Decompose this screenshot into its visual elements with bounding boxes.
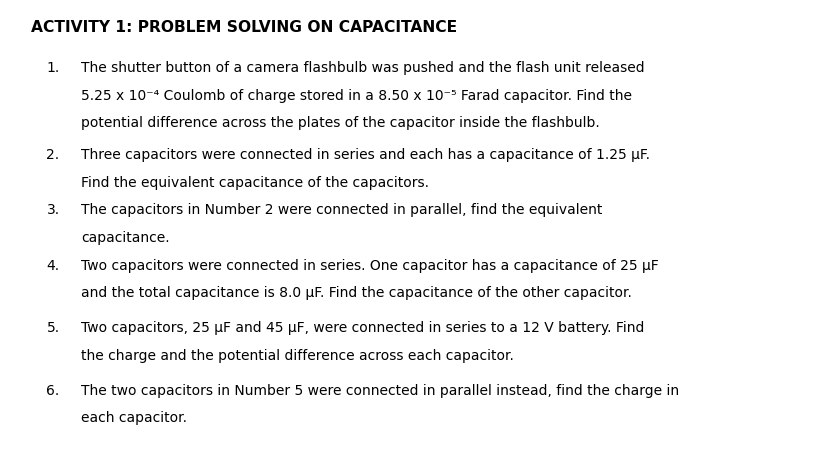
Text: The two capacitors in Number 5 were connected in parallel instead, find the char: The two capacitors in Number 5 were conn… (81, 384, 678, 398)
Text: 2.: 2. (46, 148, 60, 162)
Text: Two capacitors were connected in series. One capacitor has a capacitance of 25 µ: Two capacitors were connected in series.… (81, 259, 658, 273)
Text: The capacitors in Number 2 were connected in parallel, find the equivalent: The capacitors in Number 2 were connecte… (81, 203, 602, 218)
Text: 1.: 1. (46, 61, 60, 75)
Text: Three capacitors were connected in series and each has a capacitance of 1.25 µF.: Three capacitors were connected in serie… (81, 148, 649, 162)
Text: capacitance.: capacitance. (81, 231, 170, 245)
Text: Find the equivalent capacitance of the capacitors.: Find the equivalent capacitance of the c… (81, 176, 428, 190)
Text: potential difference across the plates of the capacitor inside the flashbulb.: potential difference across the plates o… (81, 116, 600, 130)
Text: and the total capacitance is 8.0 µF. Find the capacitance of the other capacitor: and the total capacitance is 8.0 µF. Fin… (81, 286, 631, 300)
Text: The shutter button of a camera flashbulb was pushed and the flash unit released: The shutter button of a camera flashbulb… (81, 61, 644, 75)
Text: 4.: 4. (46, 259, 60, 273)
Text: 5.: 5. (46, 321, 60, 335)
Text: each capacitor.: each capacitor. (81, 411, 187, 425)
Text: Two capacitors, 25 µF and 45 µF, were connected in series to a 12 V battery. Fin: Two capacitors, 25 µF and 45 µF, were co… (81, 321, 643, 335)
Text: ACTIVITY 1: PROBLEM SOLVING ON CAPACITANCE: ACTIVITY 1: PROBLEM SOLVING ON CAPACITAN… (31, 20, 457, 35)
Text: 6.: 6. (46, 384, 60, 398)
Text: 3.: 3. (46, 203, 60, 218)
Text: the charge and the potential difference across each capacitor.: the charge and the potential difference … (81, 349, 514, 363)
Text: 5.25 x 10⁻⁴ Coulomb of charge stored in a 8.50 x 10⁻⁵ Farad capacitor. Find the: 5.25 x 10⁻⁴ Coulomb of charge stored in … (81, 89, 631, 103)
